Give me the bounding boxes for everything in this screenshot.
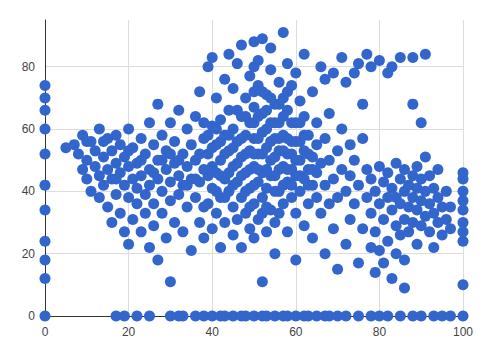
svg-text:60: 60	[289, 325, 303, 339]
svg-text:80: 80	[373, 325, 387, 339]
svg-text:100: 100	[453, 325, 473, 339]
svg-text:20: 20	[22, 247, 36, 261]
svg-text:0: 0	[42, 325, 49, 339]
svg-text:60: 60	[22, 122, 36, 136]
svg-text:0: 0	[28, 309, 35, 323]
svg-text:40: 40	[206, 325, 220, 339]
svg-text:40: 40	[22, 184, 36, 198]
svg-text:80: 80	[22, 60, 36, 74]
svg-text:20: 20	[122, 325, 136, 339]
